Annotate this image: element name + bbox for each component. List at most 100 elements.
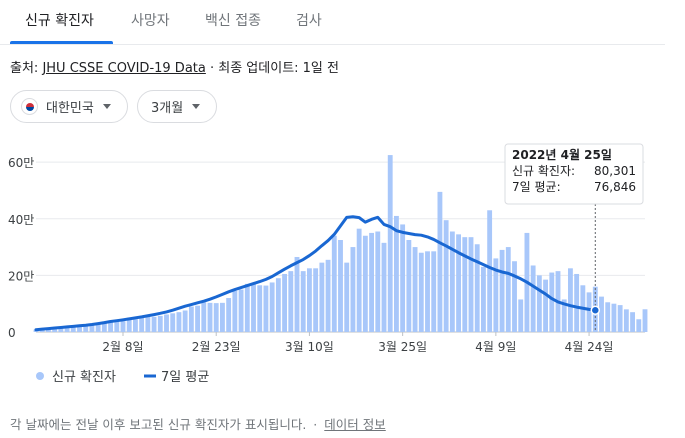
daily-cases-bar[interactable] — [251, 284, 256, 332]
daily-cases-bar[interactable] — [164, 314, 169, 332]
daily-cases-bar[interactable] — [126, 319, 132, 332]
country-dropdown[interactable]: 대한민국 — [10, 90, 128, 123]
tab-deaths[interactable]: 사망자 — [131, 13, 170, 29]
daily-cases-bar[interactable] — [536, 275, 542, 332]
daily-cases-bar[interactable] — [282, 273, 287, 332]
daily-cases-bar[interactable] — [213, 303, 219, 332]
daily-cases-bar[interactable] — [512, 261, 517, 332]
daily-cases-bar[interactable] — [338, 240, 343, 332]
daily-cases-bar[interactable] — [58, 326, 64, 332]
daily-cases-bar[interactable] — [344, 262, 350, 332]
daily-cases-bar[interactable] — [375, 231, 381, 332]
daily-cases-bar[interactable] — [456, 234, 461, 332]
daily-cases-bar[interactable] — [362, 235, 368, 332]
daily-cases-bar[interactable] — [313, 268, 319, 332]
tab-tests[interactable]: 검사 — [296, 13, 322, 29]
daily-cases-bar[interactable] — [561, 299, 567, 332]
daily-cases-bar[interactable] — [300, 271, 306, 332]
daily-cases-bar[interactable] — [89, 325, 95, 332]
daily-cases-bar[interactable] — [586, 292, 592, 332]
daily-cases-bar[interactable] — [294, 256, 300, 332]
daily-cases-bar[interactable] — [232, 290, 238, 332]
daily-cases-bar[interactable] — [319, 262, 325, 332]
daily-cases-bar[interactable] — [574, 273, 580, 332]
daily-cases-bar[interactable] — [468, 237, 474, 332]
daily-cases-bar[interactable] — [64, 327, 70, 332]
daily-cases-bar[interactable] — [418, 252, 424, 332]
daily-cases-bar[interactable] — [437, 191, 443, 332]
daily-cases-bar[interactable] — [77, 325, 82, 332]
daily-cases-bar[interactable] — [431, 251, 437, 332]
daily-cases-bar[interactable] — [114, 321, 120, 332]
daily-cases-bar[interactable] — [238, 289, 244, 332]
daily-cases-bar[interactable] — [101, 323, 107, 332]
daily-cases-bar[interactable] — [481, 266, 486, 332]
daily-cases-bar[interactable] — [549, 272, 555, 332]
daily-cases-bar[interactable] — [83, 325, 89, 332]
daily-cases-bar[interactable] — [120, 321, 126, 332]
daily-cases-bar[interactable] — [487, 210, 493, 332]
daily-cases-bar[interactable] — [145, 316, 151, 332]
daily-cases-bar[interactable] — [139, 317, 145, 332]
daily-cases-bar[interactable] — [244, 283, 250, 332]
daily-cases-bar[interactable] — [207, 302, 213, 332]
daily-cases-bar[interactable] — [188, 306, 194, 332]
daily-cases-bar[interactable] — [108, 322, 113, 332]
data-info-link[interactable]: 데이터 정보 — [324, 417, 386, 432]
daily-cases-bar[interactable] — [406, 240, 412, 332]
cases-chart[interactable]: 0 20만 40만 60만 2월 8일 2월 23일 3월 10일 3월 25일 4월 9일 4… — [0, 140, 685, 400]
daily-cases-bar[interactable] — [288, 271, 294, 332]
daily-cases-bar[interactable] — [412, 247, 418, 332]
source-link[interactable]: JHU CSSE COVID-19 Data — [42, 61, 206, 76]
daily-cases-bar[interactable] — [157, 315, 163, 332]
daily-cases-bar[interactable] — [636, 319, 642, 332]
daily-cases-bar[interactable] — [499, 249, 505, 332]
daily-cases-bar[interactable] — [505, 247, 511, 332]
daily-cases-bar[interactable] — [220, 302, 225, 332]
daily-cases-bar[interactable] — [381, 242, 387, 332]
daily-cases-bar[interactable] — [226, 298, 232, 332]
tab-new-cases[interactable]: 신규 확진자 — [25, 13, 94, 29]
daily-cases-bar[interactable] — [568, 268, 573, 332]
daily-cases-bar[interactable] — [307, 268, 312, 332]
daily-cases-bar[interactable] — [95, 324, 101, 332]
daily-cases-bar[interactable] — [493, 258, 499, 332]
range-dropdown[interactable]: 3개월 — [137, 90, 217, 123]
daily-cases-bar[interactable] — [394, 215, 399, 332]
daily-cases-bar[interactable] — [369, 232, 374, 332]
daily-cases-bar[interactable] — [356, 228, 362, 332]
daily-cases-bar[interactable] — [400, 224, 406, 332]
daily-cases-bar[interactable] — [170, 313, 176, 332]
daily-cases-bar[interactable] — [182, 310, 188, 332]
daily-cases-bar[interactable] — [70, 326, 76, 332]
daily-cases-bar[interactable] — [133, 319, 138, 332]
daily-cases-bar[interactable] — [387, 155, 393, 332]
daily-cases-bar[interactable] — [462, 237, 468, 332]
daily-cases-bar[interactable] — [630, 312, 635, 332]
daily-cases-bar[interactable] — [474, 244, 480, 332]
daily-cases-bar[interactable] — [599, 296, 604, 332]
daily-cases-bar[interactable] — [275, 278, 281, 332]
daily-cases-bar[interactable] — [449, 231, 455, 332]
daily-cases-bar[interactable] — [195, 305, 200, 332]
daily-cases-bar[interactable] — [530, 265, 536, 332]
daily-cases-bar[interactable] — [263, 285, 269, 332]
daily-cases-bar[interactable] — [331, 235, 337, 332]
daily-cases-bar[interactable] — [543, 279, 548, 332]
daily-cases-bar[interactable] — [425, 251, 430, 332]
daily-cases-bar[interactable] — [151, 316, 157, 332]
daily-cases-bar[interactable] — [611, 303, 617, 332]
tab-vaccinations[interactable]: 백신 접종 — [205, 13, 261, 29]
daily-cases-bar[interactable] — [350, 247, 356, 332]
daily-cases-bar[interactable] — [605, 302, 611, 332]
daily-cases-bar[interactable] — [176, 312, 182, 332]
daily-cases-bar[interactable] — [642, 309, 648, 332]
daily-cases-bar[interactable] — [325, 259, 331, 332]
daily-cases-bar[interactable] — [201, 302, 207, 332]
daily-cases-bar[interactable] — [518, 299, 524, 332]
daily-cases-bar[interactable] — [269, 282, 275, 332]
daily-cases-bar[interactable] — [443, 220, 449, 332]
daily-cases-bar[interactable] — [617, 305, 623, 332]
daily-cases-bar[interactable] — [623, 309, 629, 332]
daily-cases-bar[interactable] — [257, 285, 263, 332]
